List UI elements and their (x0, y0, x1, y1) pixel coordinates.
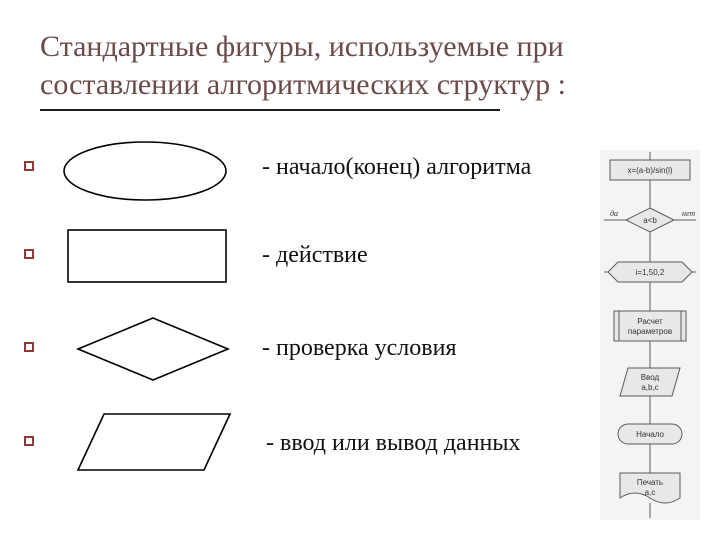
shape-description: -действие (262, 242, 368, 269)
slide-title: Стандартные фигуры, используемые при сос… (40, 28, 690, 111)
shape-label-text: начало(конец) алгоритма (276, 154, 531, 180)
dash: - (266, 430, 274, 456)
list-bullet (24, 342, 34, 352)
svg-text:нет: нет (682, 209, 695, 218)
dash: - (262, 154, 270, 180)
title-line1: Стандартные фигуры, используемые при (40, 28, 690, 66)
svg-text:Печать: Печать (637, 478, 663, 487)
shape-label-text: действие (276, 242, 368, 268)
svg-text:Ввод: Ввод (641, 373, 660, 382)
shape-label-text: ввод или вывод данных (280, 430, 521, 456)
svg-text:Расчет: Расчет (637, 317, 663, 326)
svg-text:a,c: a,c (645, 488, 656, 497)
dash: - (262, 242, 270, 268)
svg-text:i=1,50,2: i=1,50,2 (636, 268, 665, 277)
parallelogram-shape (74, 410, 234, 474)
dash: - (262, 335, 270, 361)
rect-shape (64, 226, 230, 286)
title-underline (40, 109, 500, 111)
shape-description: -проверка условия (262, 335, 456, 362)
shape-description: -ввод или вывод данных (266, 430, 521, 457)
list-bullet (24, 249, 34, 259)
ellipse-shape (60, 138, 230, 204)
mini-flowchart-svg: x=(a-b)/sin(l) a<b да нет i=1,50,2 Расчетпара… (600, 150, 700, 520)
list-bullet (24, 436, 34, 446)
svg-text:Начало: Начало (636, 430, 664, 439)
mini-flowchart: x=(a-b)/sin(l) a<b да нет i=1,50,2 Расчетпара… (600, 150, 700, 520)
svg-text:параметров: параметров (628, 327, 672, 336)
shape-label-text: проверка условия (276, 335, 456, 361)
list-bullet (24, 161, 34, 171)
svg-text:a<b: a<b (643, 216, 657, 225)
svg-text:да: да (610, 209, 618, 218)
rhombus-shape (74, 314, 232, 384)
shape-description: -начало(конец) алгоритма (262, 154, 531, 181)
svg-text:a,b,c: a,b,c (641, 383, 658, 392)
svg-text:x=(a-b)/sin(l): x=(a-b)/sin(l) (627, 166, 672, 175)
title-line2: составлении алгоритмических структур : (40, 66, 690, 104)
